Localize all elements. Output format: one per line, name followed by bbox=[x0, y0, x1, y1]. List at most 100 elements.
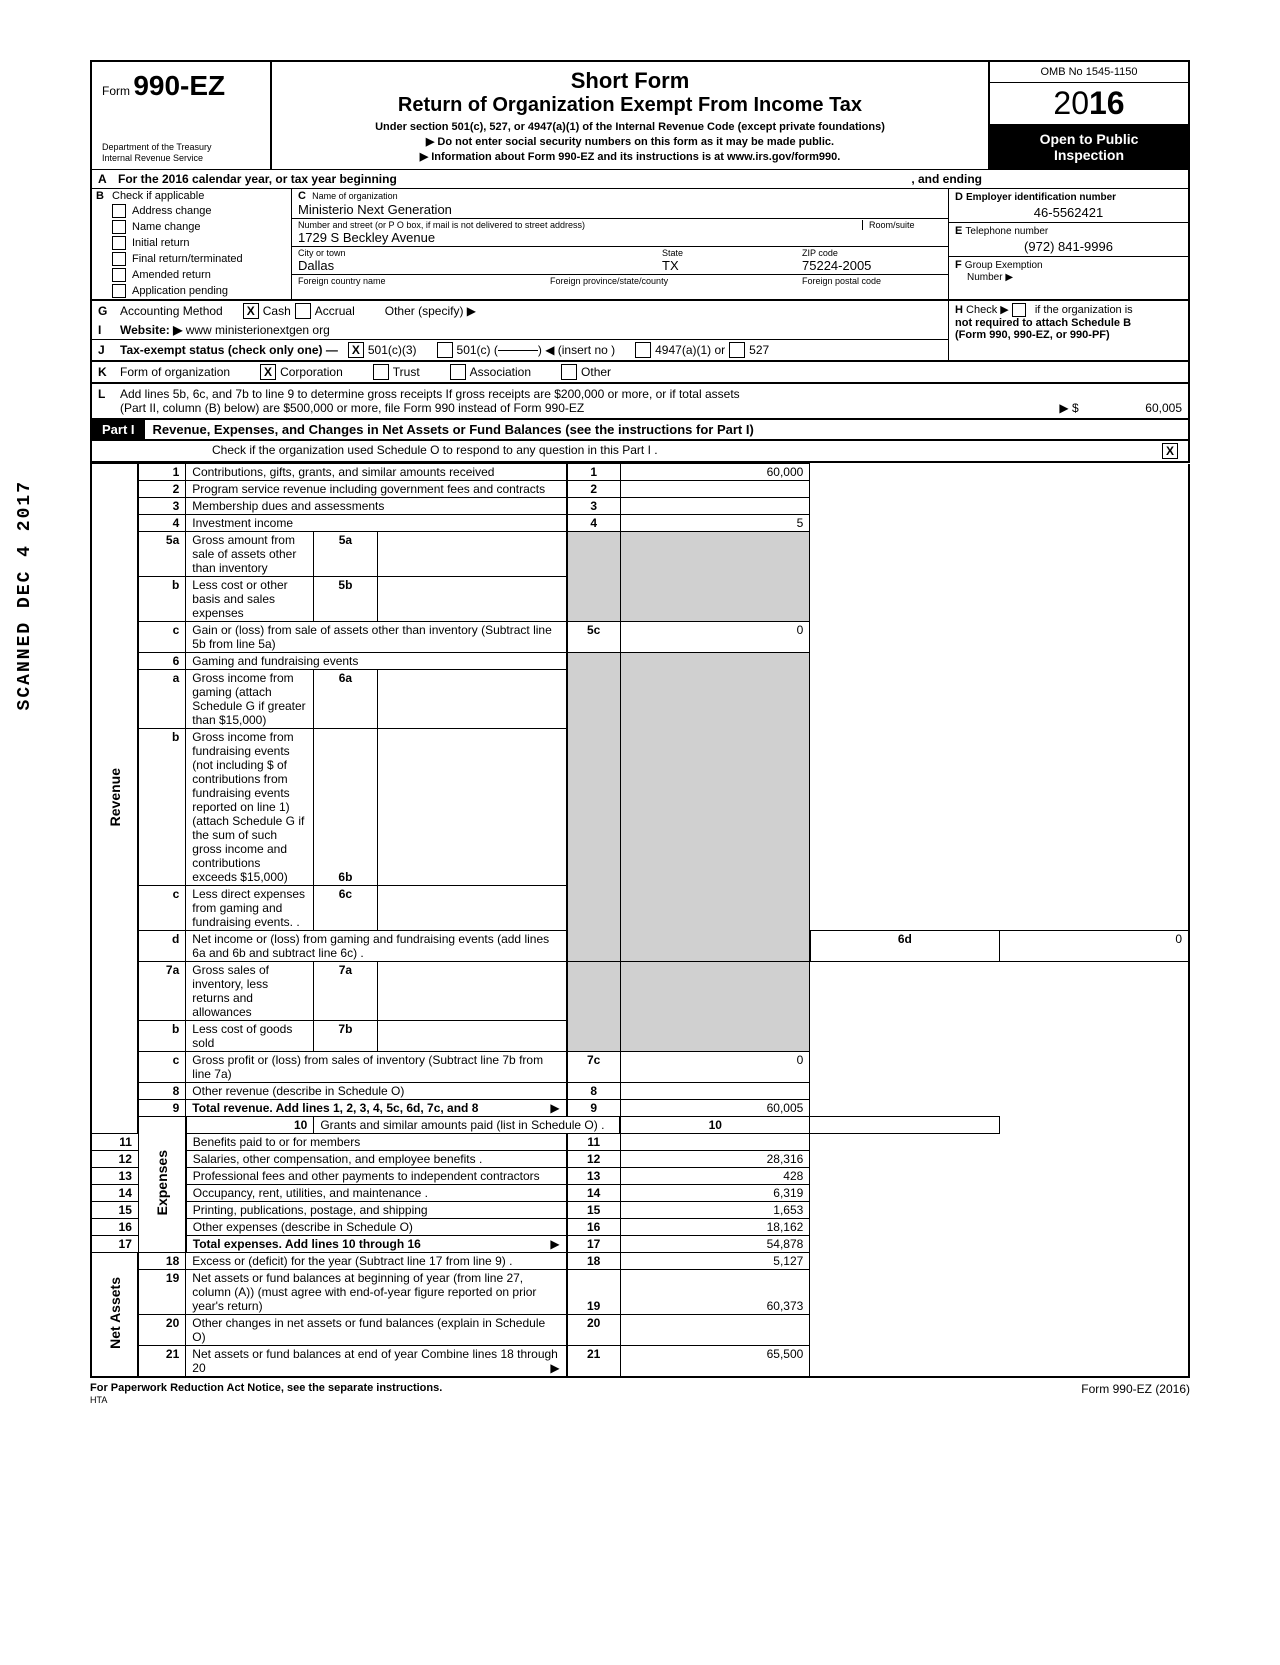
line-1-rnum: 1 bbox=[567, 464, 621, 481]
part-i-sub-text: Check if the organization used Schedule … bbox=[212, 443, 1158, 459]
line-15-val: 1,653 bbox=[620, 1202, 810, 1219]
footer-paperwork: For Paperwork Reduction Act Notice, see … bbox=[90, 1382, 442, 1394]
line-16-rnum: 16 bbox=[567, 1219, 621, 1236]
chk-501c[interactable] bbox=[437, 342, 453, 358]
line-16-desc: Other expenses (describe in Schedule O) bbox=[186, 1219, 567, 1236]
dept-line2: Internal Revenue Service bbox=[102, 153, 260, 164]
lbl-527: 527 bbox=[749, 343, 769, 357]
g-letter: G bbox=[98, 304, 120, 318]
j-letter: J bbox=[98, 343, 120, 357]
line-5c-desc: Gain or (loss) from sale of assets other… bbox=[186, 622, 567, 653]
line-8-rnum: 8 bbox=[567, 1083, 621, 1100]
header-left: Form 990-EZ Department of the Treasury I… bbox=[92, 62, 272, 169]
line-15-num: 15 bbox=[91, 1202, 138, 1219]
line-a: A For the 2016 calendar year, or tax yea… bbox=[90, 169, 1190, 189]
footer-form-id: Form 990-EZ (2016) bbox=[1081, 1382, 1190, 1406]
rows-g-to-k: G Accounting Method X Cash Accrual Other… bbox=[90, 301, 1190, 362]
line-3-rnum: 3 bbox=[567, 498, 621, 515]
line-11-desc: Benefits paid to or for members bbox=[186, 1134, 567, 1151]
h-letter: H bbox=[955, 304, 963, 316]
line-12-rnum: 12 bbox=[567, 1151, 621, 1168]
line-5b-mid: 5b bbox=[314, 577, 377, 622]
line-21-num: 21 bbox=[138, 1346, 185, 1378]
lbl-trust: Trust bbox=[393, 365, 420, 379]
line-5ab-shade bbox=[567, 532, 621, 622]
line-6b-mid: 6b bbox=[314, 729, 377, 886]
chk-application-pending[interactable] bbox=[112, 284, 126, 298]
line-7ab-shade-val bbox=[620, 962, 810, 1052]
chk-association[interactable] bbox=[450, 364, 466, 380]
line-15-desc: Printing, publications, postage, and shi… bbox=[186, 1202, 567, 1219]
line-6c-mid: 6c bbox=[314, 886, 377, 931]
line-2-desc: Program service revenue including govern… bbox=[186, 481, 567, 498]
line-7b-mid: 7b bbox=[314, 1021, 377, 1052]
row-k: K Form of organization X Corporation Tru… bbox=[90, 362, 1190, 384]
line-10-val bbox=[810, 1117, 1000, 1134]
line-6d-val: 0 bbox=[999, 931, 1189, 962]
col-b-checkboxes: B Check if applicable Address change Nam… bbox=[92, 189, 292, 299]
line-4-desc: Investment income bbox=[186, 515, 567, 532]
line-20-rnum: 20 bbox=[567, 1315, 621, 1346]
header-center: Short Form Return of Organization Exempt… bbox=[272, 62, 988, 169]
chk-initial-return[interactable] bbox=[112, 236, 126, 250]
line-2-val bbox=[620, 481, 810, 498]
line-6c-midval bbox=[377, 886, 567, 931]
line-16-val: 18,162 bbox=[620, 1219, 810, 1236]
part-i-title: Revenue, Expenses, and Changes in Net As… bbox=[145, 420, 1188, 439]
lbl-501c: 501(c) ( bbox=[457, 343, 498, 357]
chk-corporation[interactable]: X bbox=[260, 364, 276, 380]
line-16-num: 16 bbox=[91, 1219, 138, 1236]
zip: 75224-2005 bbox=[802, 258, 942, 273]
chk-other-org[interactable] bbox=[561, 364, 577, 380]
line-3-desc: Membership dues and assessments bbox=[186, 498, 567, 515]
chk-501c3[interactable]: X bbox=[348, 342, 364, 358]
chk-h[interactable] bbox=[1012, 303, 1026, 317]
k-label: Form of organization bbox=[120, 365, 230, 379]
title-short-form: Short Form bbox=[282, 68, 978, 94]
line-13-desc: Professional fees and other payments to … bbox=[186, 1168, 567, 1185]
line-7a-midval bbox=[377, 962, 567, 1021]
chk-final-return[interactable] bbox=[112, 252, 126, 266]
line-21-val: 65,500 bbox=[620, 1346, 810, 1378]
f-label2: Number ▶ bbox=[955, 272, 1013, 283]
footer-hta: HTA bbox=[90, 1395, 107, 1405]
line-7c-rnum: 7c bbox=[567, 1052, 621, 1083]
chk-4947[interactable] bbox=[635, 342, 651, 358]
line-12-val: 28,316 bbox=[620, 1151, 810, 1168]
line-19-rnum: 19 bbox=[567, 1270, 621, 1315]
chk-527[interactable] bbox=[729, 342, 745, 358]
line-18-num: 18 bbox=[138, 1253, 185, 1270]
line-21-rnum: 21 bbox=[567, 1346, 621, 1378]
line-7a-num: 7a bbox=[138, 962, 185, 1021]
j-label: Tax-exempt status (check only one) — bbox=[120, 343, 338, 357]
chk-amended-return[interactable] bbox=[112, 268, 126, 282]
line-9-rnum: 9 bbox=[567, 1100, 621, 1117]
subtitle-section: Under section 501(c), 527, or 4947(a)(1)… bbox=[282, 121, 978, 133]
chk-name-change[interactable] bbox=[112, 220, 126, 234]
year-suffix: 16 bbox=[1089, 85, 1125, 121]
line-6-shade bbox=[567, 653, 621, 962]
h-text2: not required to attach Schedule B bbox=[955, 317, 1131, 329]
line-6-num: 6 bbox=[138, 653, 185, 670]
chk-cash[interactable]: X bbox=[243, 303, 259, 319]
title-return: Return of Organization Exempt From Incom… bbox=[282, 94, 978, 117]
phone-value: (972) 841-9996 bbox=[955, 237, 1182, 254]
chk-trust[interactable] bbox=[373, 364, 389, 380]
chk-accrual[interactable] bbox=[295, 303, 311, 319]
col-c-org-info: C Name of organization Ministerio Next G… bbox=[292, 189, 948, 299]
line-13-num: 13 bbox=[91, 1168, 138, 1185]
lbl-corporation: Corporation bbox=[280, 365, 343, 379]
lbl-cash: Cash bbox=[263, 304, 291, 318]
line-18-rnum: 18 bbox=[567, 1253, 621, 1270]
line-17-num: 17 bbox=[91, 1236, 138, 1253]
line-19-num: 19 bbox=[138, 1270, 185, 1315]
line-12-num: 12 bbox=[91, 1151, 138, 1168]
l-arrow: ▶ $ bbox=[1059, 401, 1078, 415]
chk-schedule-o[interactable]: X bbox=[1162, 443, 1178, 459]
chk-address-change[interactable] bbox=[112, 204, 126, 218]
line-6a-midval bbox=[377, 670, 567, 729]
c-letter: C bbox=[298, 190, 306, 202]
lbl-initial-return: Initial return bbox=[132, 237, 189, 249]
d-label: Employer identification number bbox=[966, 192, 1116, 203]
line-6b-midval bbox=[377, 729, 567, 886]
